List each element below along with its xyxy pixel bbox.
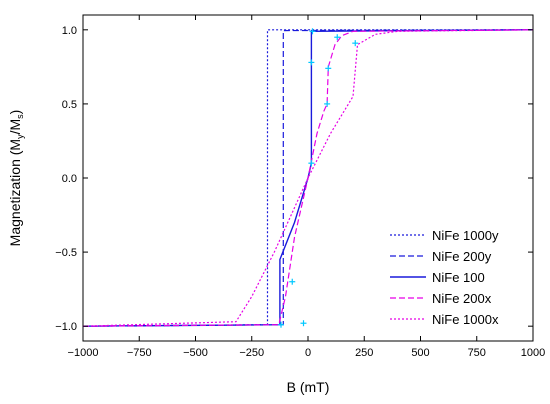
legend-label: NiFe 200y	[432, 249, 492, 264]
y-axis-label-main: Magnetization (M	[7, 139, 23, 246]
y-axis-label-mid: /M	[7, 119, 23, 135]
y-tick-label: −1.0	[55, 321, 77, 333]
y-tick-label: −0.5	[55, 247, 77, 259]
y-axis-label-sub-y: y	[15, 134, 25, 139]
x-tick-label: 0	[305, 347, 311, 359]
series-layer	[82, 29, 534, 327]
x-tick-label: 750	[468, 347, 486, 359]
x-axis-label: B (mT)	[287, 379, 330, 395]
legend-label: NiFe 100	[432, 270, 485, 285]
y-axis-label-sub-s: s	[15, 114, 25, 119]
x-tick-label: −500	[183, 347, 208, 359]
series-line	[82, 29, 534, 327]
legend-label: NiFe 200x	[432, 291, 492, 306]
x-tick-label: −1000	[68, 347, 99, 359]
x-tick-label: −250	[239, 347, 264, 359]
y-axis-label: Magnetization (My/Ms)	[7, 110, 25, 247]
marker-layer	[278, 28, 359, 328]
ticks-layer: −1000 −750 −500 −250 0 250 500 750 1000 −1.0 −0.5 0…	[55, 15, 545, 359]
y-axis-label-end: )	[7, 110, 23, 115]
x-tick-label: 1000	[521, 347, 545, 359]
x-tick-label: 500	[411, 347, 429, 359]
x-tick-label: 250	[355, 347, 373, 359]
legend-label: NiFe 1000y	[432, 228, 499, 243]
series-line	[82, 29, 534, 327]
y-tick-label: 0.5	[62, 99, 77, 111]
legend: NiFe 1000y NiFe 200y NiFe 100 NiFe 200x NiFe…	[390, 228, 499, 327]
x-tick-label: −750	[127, 347, 152, 359]
series-line	[82, 29, 534, 327]
legend-label: NiFe 1000x	[432, 312, 499, 327]
y-tick-label: 1.0	[62, 25, 77, 37]
y-tick-label: 0.0	[62, 173, 77, 185]
